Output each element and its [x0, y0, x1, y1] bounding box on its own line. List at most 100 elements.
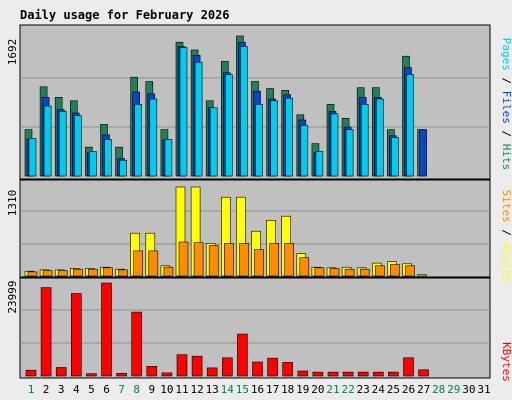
bar-kbytes-day-6 [101, 282, 112, 377]
bar-sites-day-26 [405, 265, 415, 277]
bar-pages-day-6 [104, 139, 112, 177]
bar-kbytes-day-27 [418, 369, 429, 377]
bar-kbytes-day-21 [327, 371, 339, 377]
bar-pages-day-15 [240, 46, 248, 177]
bar-pages-day-2 [43, 105, 52, 177]
bar-pages-day-24 [375, 98, 384, 177]
bar-sites-day-9 [148, 250, 159, 277]
x-tick-label-day-6: 6 [103, 383, 110, 396]
bar-pages-day-1 [28, 138, 37, 177]
y-max-label-3: 23999 [6, 280, 19, 313]
legend-hits: Hits [500, 144, 512, 171]
bar-kbytes-day-16 [252, 361, 263, 377]
x-tick-label-day-9: 9 [148, 383, 155, 396]
bars-hits-files-pages [20, 35, 490, 177]
bar-pages-day-8 [134, 104, 142, 177]
x-tick-label-day-12: 12 [190, 383, 203, 396]
x-tick-label-day-22: 22 [341, 383, 354, 396]
bar-sites-day-24 [374, 265, 385, 277]
bar-pages-day-5 [89, 151, 97, 177]
bar-pages-day-11 [179, 47, 188, 177]
x-tick-label-day-3: 3 [58, 383, 65, 396]
x-tick-label-day-7: 7 [118, 383, 125, 396]
bar-kbytes-day-26 [403, 357, 414, 377]
bar-kbytes-day-13 [206, 367, 218, 377]
bar-kbytes-day-22 [342, 371, 354, 377]
x-tick-label-day-27: 27 [417, 383, 430, 396]
bar-sites-day-4 [73, 268, 83, 277]
x-tick-label-day-18: 18 [281, 383, 294, 396]
bar-pages-day-4 [74, 115, 82, 177]
x-axis-day-labels: 1 2 3 4 5 6 7 8 9 10 11 12 13 14 15 16 17 18 19 20 21 22 23 24 2… [28, 383, 491, 396]
bar-pages-day-21 [330, 113, 339, 177]
bar-pages-day-23 [360, 104, 369, 177]
x-tick-label-day-19: 19 [296, 383, 309, 396]
bar-kbytes-day-23 [357, 371, 369, 377]
x-tick-label-day-26: 26 [402, 383, 415, 396]
plot-area-2 [19, 179, 491, 278]
bar-pages-day-25 [391, 137, 399, 177]
x-tick-label-day-13: 13 [206, 383, 219, 396]
bar-sites-day-17 [269, 243, 279, 277]
svg-text:Pages / Files / Hits: Pages / Files / Hits [500, 38, 512, 171]
bar-sites-day-7 [118, 269, 128, 277]
legend-visits: Visits [500, 243, 512, 283]
bar-sites-day-1 [27, 271, 38, 277]
bar-kbytes-day-11 [176, 354, 188, 377]
bar-kbytes-day-7 [116, 372, 127, 377]
legend-pages: Pages [500, 38, 512, 71]
kbytes-panel: 23999 KBytes [6, 277, 512, 382]
x-tick-label-day-16: 16 [251, 383, 264, 396]
bar-kbytes-day-8 [131, 311, 142, 377]
x-tick-label-day-8: 8 [133, 383, 140, 396]
visits-sites-panel: 1310 Sites / Visits [6, 179, 512, 283]
bar-sites-day-11 [178, 241, 189, 277]
bar-sites-day-8 [133, 250, 143, 277]
svg-text:Sites / Visits: Sites / Visits [500, 190, 512, 283]
bar-sites-day-3 [57, 270, 68, 277]
bar-kbytes-day-4 [71, 293, 82, 377]
bar-sites-day-13 [208, 245, 219, 277]
x-tick-label-day-17: 17 [266, 383, 279, 396]
bar-kbytes-day-9 [146, 365, 158, 377]
bar-pages-day-20 [315, 151, 324, 177]
bar-kbytes-day-15 [237, 333, 248, 377]
bar-sites-day-2 [42, 270, 53, 277]
bar-kbytes-day-12 [191, 355, 203, 377]
bar-kbytes-day-18 [282, 362, 294, 377]
x-tick-label-day-2: 2 [43, 383, 50, 396]
bar-sites-day-19 [299, 257, 310, 277]
x-tick-label-day-31: 31 [477, 383, 490, 396]
bar-sites-day-6 [103, 267, 113, 277]
x-tick-label-day-25: 25 [387, 383, 400, 396]
bar-kbytes-day-10 [161, 372, 173, 377]
bars-kbytes [20, 282, 490, 377]
hits-files-pages-panel: 1692 Pages / Files / Hits [6, 24, 512, 180]
legend-2: Sites / Visits [500, 190, 512, 283]
bar-sites-day-15 [239, 243, 249, 277]
x-tick-label-day-4: 4 [73, 383, 80, 396]
x-tick-label-day-10: 10 [160, 383, 173, 396]
bar-sites-day-22 [344, 268, 355, 277]
bar-kbytes-day-20 [312, 371, 324, 377]
bar-pages-day-22 [345, 129, 354, 177]
bar-pages-day-17 [270, 100, 278, 177]
bar-pages-day-13 [209, 107, 218, 177]
bar-kbytes-day-17 [267, 357, 278, 377]
bar-sites-day-23 [359, 268, 370, 277]
chart-title: Daily usage for February 2026 [20, 8, 230, 22]
bar-kbytes-day-19 [297, 370, 309, 377]
bar-kbytes-day-2 [40, 287, 52, 377]
bar-pages-day-3 [58, 111, 67, 177]
bar-kbytes-day-24 [372, 371, 384, 377]
x-tick-label-day-30: 30 [462, 383, 475, 396]
x-tick-label-day-24: 24 [372, 383, 386, 396]
x-tick-label-day-15: 15 [236, 383, 249, 396]
bar-sites-day-16 [254, 249, 264, 277]
bar-files-day-27 [419, 129, 427, 177]
bar-pages-day-19 [300, 125, 309, 177]
x-tick-label-day-14: 14 [221, 383, 235, 396]
bar-pages-day-7 [119, 160, 127, 177]
bar-sites-day-18 [284, 243, 295, 277]
bar-pages-day-26 [406, 74, 414, 177]
